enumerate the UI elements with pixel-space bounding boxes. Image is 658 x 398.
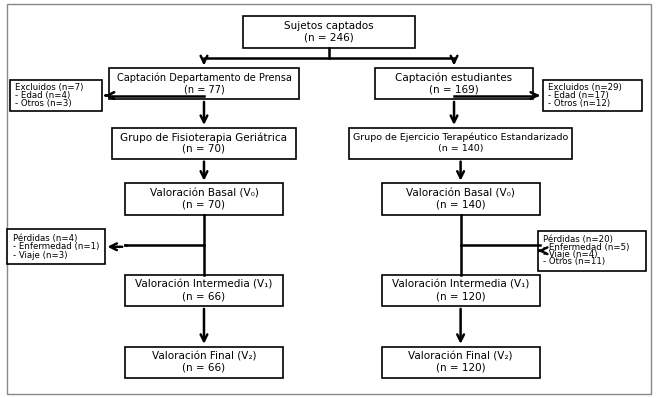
Text: (n = 120): (n = 120) <box>436 291 486 301</box>
FancyBboxPatch shape <box>125 347 283 378</box>
Text: Pérdidas (n=20): Pérdidas (n=20) <box>544 236 613 244</box>
FancyBboxPatch shape <box>382 183 540 215</box>
Text: - Enfermedad (n=5): - Enfermedad (n=5) <box>544 243 630 252</box>
Text: Valoración Basal (V₀): Valoración Basal (V₀) <box>406 188 515 199</box>
Text: (n = 70): (n = 70) <box>182 144 226 154</box>
FancyBboxPatch shape <box>349 128 572 159</box>
FancyBboxPatch shape <box>243 16 415 48</box>
Text: Captación Departamento de Prensa: Captación Departamento de Prensa <box>116 73 291 83</box>
Text: Grupo de Fisioterapia Geriátrica: Grupo de Fisioterapia Geriátrica <box>120 133 288 143</box>
Text: (n = 70): (n = 70) <box>182 199 226 210</box>
FancyBboxPatch shape <box>538 231 646 271</box>
FancyBboxPatch shape <box>7 229 105 264</box>
FancyBboxPatch shape <box>375 68 533 99</box>
FancyBboxPatch shape <box>125 183 283 215</box>
Text: Pérdidas (n=4): Pérdidas (n=4) <box>13 234 77 243</box>
Text: - Otros (n=12): - Otros (n=12) <box>548 99 610 108</box>
Text: Captación estudiantes: Captación estudiantes <box>395 73 513 83</box>
Text: - Enfermedad (n=1): - Enfermedad (n=1) <box>13 242 99 251</box>
Text: (n = 246): (n = 246) <box>304 33 354 43</box>
Text: Valoración Basal (V₀): Valoración Basal (V₀) <box>149 188 259 199</box>
Text: Valoración Final (V₂): Valoración Final (V₂) <box>409 351 513 362</box>
Text: Sujetos captados: Sujetos captados <box>284 21 374 31</box>
Text: - Otros (n=11): - Otros (n=11) <box>544 257 605 266</box>
FancyBboxPatch shape <box>543 80 642 111</box>
FancyBboxPatch shape <box>382 275 540 306</box>
Text: (n = 140): (n = 140) <box>436 199 486 210</box>
FancyBboxPatch shape <box>7 4 651 394</box>
FancyBboxPatch shape <box>382 347 540 378</box>
FancyBboxPatch shape <box>125 275 283 306</box>
Text: Excluidos (n=29): Excluidos (n=29) <box>548 83 622 92</box>
FancyBboxPatch shape <box>109 68 299 99</box>
Text: (n = 66): (n = 66) <box>182 363 226 373</box>
Text: (n = 169): (n = 169) <box>429 84 479 94</box>
Text: - Viaje (n=3): - Viaje (n=3) <box>13 251 67 259</box>
Text: Valoración Intermedia (V₁): Valoración Intermedia (V₁) <box>136 280 272 290</box>
Text: (n = 120): (n = 120) <box>436 363 486 373</box>
Text: (n = 77): (n = 77) <box>184 84 224 94</box>
FancyBboxPatch shape <box>112 128 296 159</box>
Text: - Edad (n=17): - Edad (n=17) <box>548 91 609 100</box>
Text: - Otros (n=3): - Otros (n=3) <box>15 99 72 108</box>
Text: (n = 140): (n = 140) <box>438 144 484 153</box>
FancyBboxPatch shape <box>10 80 102 111</box>
Text: Excluidos (n=7): Excluidos (n=7) <box>15 83 84 92</box>
Text: Valoración Intermedia (V₁): Valoración Intermedia (V₁) <box>392 280 529 290</box>
Text: Valoración Final (V₂): Valoración Final (V₂) <box>152 351 256 362</box>
Text: Grupo de Ejercicio Terapéutico Estandarizado: Grupo de Ejercicio Terapéutico Estandari… <box>353 133 569 142</box>
Text: - Viaje (n=4): - Viaje (n=4) <box>544 250 597 259</box>
Text: - Edad (n=4): - Edad (n=4) <box>15 91 70 100</box>
Text: (n = 66): (n = 66) <box>182 291 226 301</box>
